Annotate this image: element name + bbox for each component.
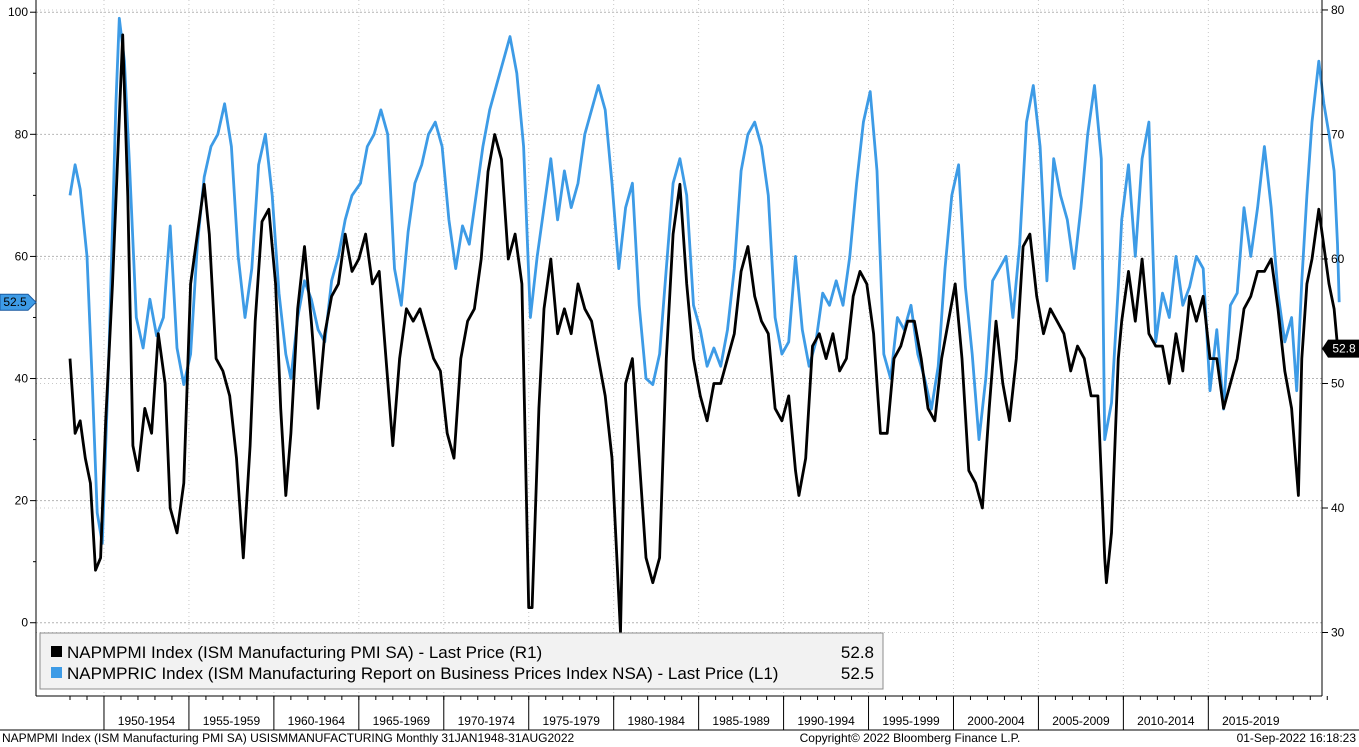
legend-swatch-pmi (51, 646, 62, 657)
x-tick-label: 1990-1994 (797, 714, 855, 728)
right-tick-label: 60 (1331, 252, 1345, 266)
right-tick-label: 80 (1331, 3, 1345, 17)
last-price-label-pmi: 52.8 (1332, 342, 1356, 356)
left-axis: 0 20 40 60 80 100 (8, 0, 37, 696)
last-price-markers: 52.5 52.8 (0, 293, 1359, 358)
x-axis: 1950-1954 1955-1959 1960-1964 1965-1969 1970… (0, 695, 1359, 731)
right-tick-label: 40 (1331, 501, 1345, 515)
left-tick-label: 0 (21, 616, 28, 630)
x-tick-label: 1985-1989 (712, 714, 770, 728)
left-tick-label: 20 (15, 494, 29, 508)
legend-value-prices: 52.5 (841, 664, 874, 683)
x-tick-label: 1995-1999 (882, 714, 940, 728)
last-price-marker-prices (0, 293, 37, 311)
x-tick-label: 2000-2004 (967, 714, 1025, 728)
x-tick-label: 1965-1969 (373, 714, 431, 728)
legend-label-prices: NAPMPRIC Index (ISM Manufacturing Report… (67, 664, 778, 683)
footer-timestamp: 01-Sep-2022 16:18:23 (1237, 731, 1357, 745)
series-layer (68, 16, 1341, 634)
right-tick-label: 50 (1331, 376, 1345, 390)
x-tick-label: 1975-1979 (543, 714, 601, 728)
x-tick-label: 1950-1954 (118, 714, 176, 728)
legend-value-pmi: 52.8 (841, 643, 874, 662)
legend: NAPMPMI Index (ISM Manufacturing PMI SA)… (39, 632, 884, 690)
left-tick-label: 40 (15, 372, 29, 386)
legend-label-pmi: NAPMPMI Index (ISM Manufacturing PMI SA)… (67, 643, 542, 662)
x-tick-label: 1955-1959 (203, 714, 261, 728)
footer-copyright: Copyright© 2022 Bloomberg Finance L.P. (800, 731, 1021, 745)
series-line-1 (68, 33, 1341, 634)
last-price-marker-pmi (1322, 339, 1359, 358)
left-tick-label: 60 (15, 249, 29, 263)
left-tick-label: 100 (8, 5, 28, 19)
footer-source: NAPMPMI Index (ISM Manufacturing PMI SA)… (2, 731, 575, 745)
series-line-0 (68, 16, 1341, 545)
legend-box (39, 632, 884, 690)
right-tick-label: 30 (1331, 626, 1345, 640)
legend-swatch-prices (51, 667, 62, 678)
x-tick-label: 2010-2014 (1137, 714, 1195, 728)
right-tick-label: 70 (1331, 127, 1345, 141)
x-tick-label: 2015-2019 (1222, 714, 1280, 728)
x-tick-label: 1980-1984 (627, 714, 685, 728)
right-axis: 30 40 50 60 70 80 (1321, 0, 1345, 696)
left-tick-label: 80 (15, 127, 29, 141)
x-tick-label: 2005-2009 (1052, 714, 1110, 728)
last-price-label-prices: 52.5 (3, 295, 27, 309)
x-tick-label: 1970-1974 (458, 714, 516, 728)
x-tick-label: 1960-1964 (288, 714, 346, 728)
footer: NAPMPMI Index (ISM Manufacturing PMI SA)… (2, 731, 1356, 745)
